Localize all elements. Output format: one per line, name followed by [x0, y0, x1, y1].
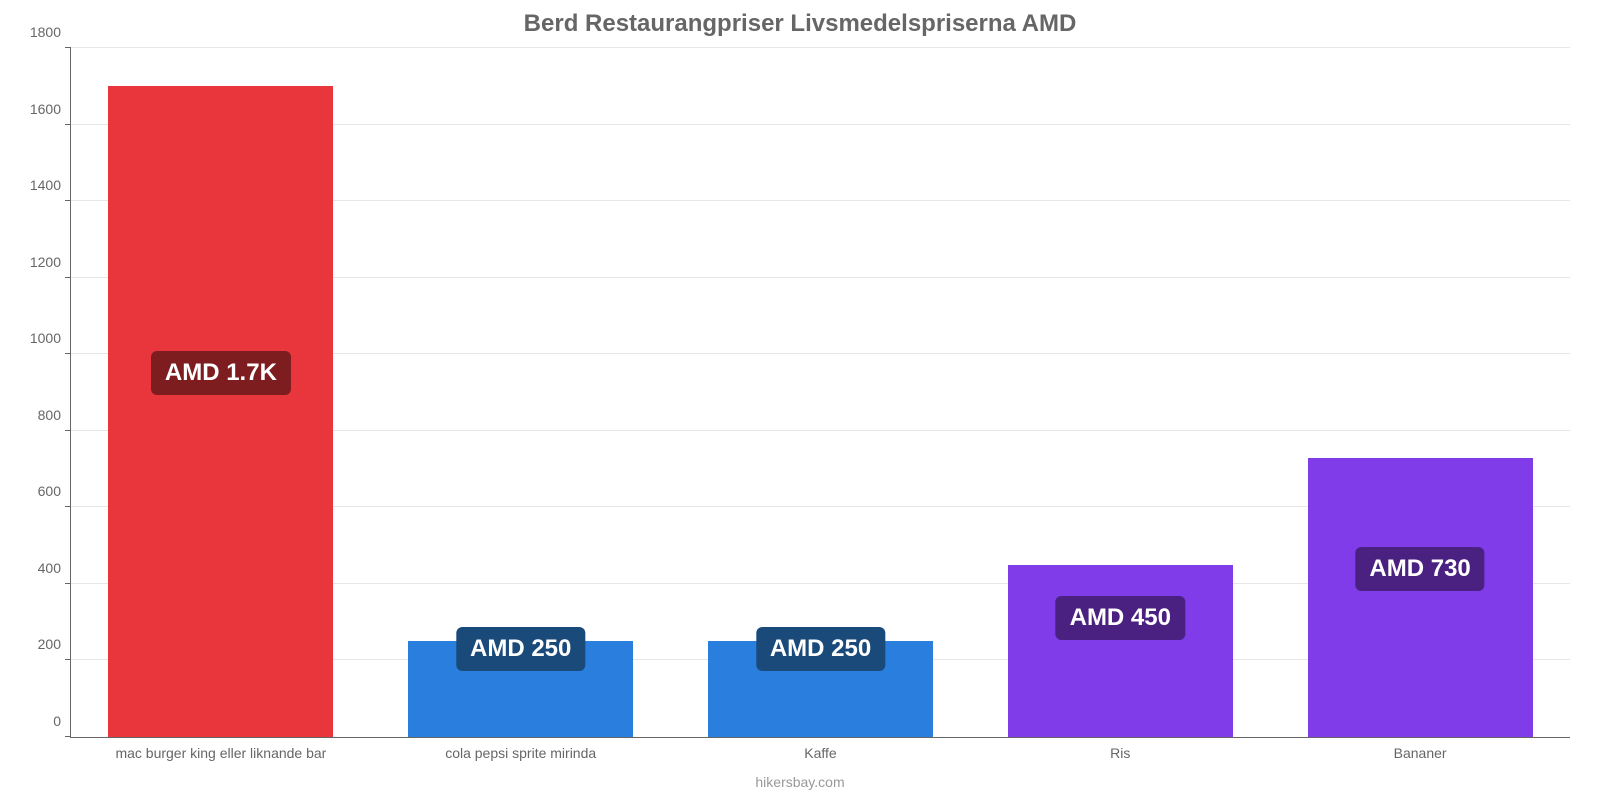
- ytick-label: 400: [38, 560, 71, 576]
- xtick-label: Ris: [1110, 737, 1130, 761]
- ytick-mark: [65, 506, 71, 507]
- gridline: [71, 47, 1570, 48]
- ytick-mark: [65, 583, 71, 584]
- value-badge: AMD 730: [1355, 547, 1484, 591]
- xtick-label: mac burger king eller liknande bar: [115, 737, 326, 761]
- ytick-mark: [65, 430, 71, 431]
- ytick-label: 200: [38, 636, 71, 652]
- chart-title: Berd Restaurangpriser Livsmedelspriserna…: [0, 0, 1600, 44]
- ytick-mark: [65, 659, 71, 660]
- ytick-mark: [65, 277, 71, 278]
- value-badge: AMD 250: [756, 627, 885, 671]
- plot-area: 020040060080010001200140016001800mac bur…: [70, 48, 1570, 738]
- xtick-label: Kaffe: [804, 737, 836, 761]
- ytick-label: 600: [38, 483, 71, 499]
- ytick-label: 1600: [30, 101, 71, 117]
- ytick-label: 800: [38, 407, 71, 423]
- xtick-label: Bananer: [1394, 737, 1447, 761]
- ytick-mark: [65, 353, 71, 354]
- bar: [1008, 565, 1233, 737]
- value-badge: AMD 1.7K: [151, 351, 291, 395]
- bar: [1308, 458, 1533, 737]
- xtick-label: cola pepsi sprite mirinda: [445, 737, 596, 761]
- plot-grid: 020040060080010001200140016001800mac bur…: [70, 48, 1570, 738]
- ytick-label: 1400: [30, 177, 71, 193]
- ytick-mark: [65, 200, 71, 201]
- ytick-mark: [65, 736, 71, 737]
- ytick-label: 1800: [30, 24, 71, 40]
- ytick-mark: [65, 124, 71, 125]
- footer-source: hikersbay.com: [755, 774, 844, 790]
- ytick-label: 1000: [30, 330, 71, 346]
- value-badge: AMD 250: [456, 627, 585, 671]
- ytick-mark: [65, 47, 71, 48]
- ytick-label: 0: [53, 713, 71, 729]
- value-badge: AMD 450: [1056, 596, 1185, 640]
- ytick-label: 1200: [30, 254, 71, 270]
- bar: [108, 86, 333, 737]
